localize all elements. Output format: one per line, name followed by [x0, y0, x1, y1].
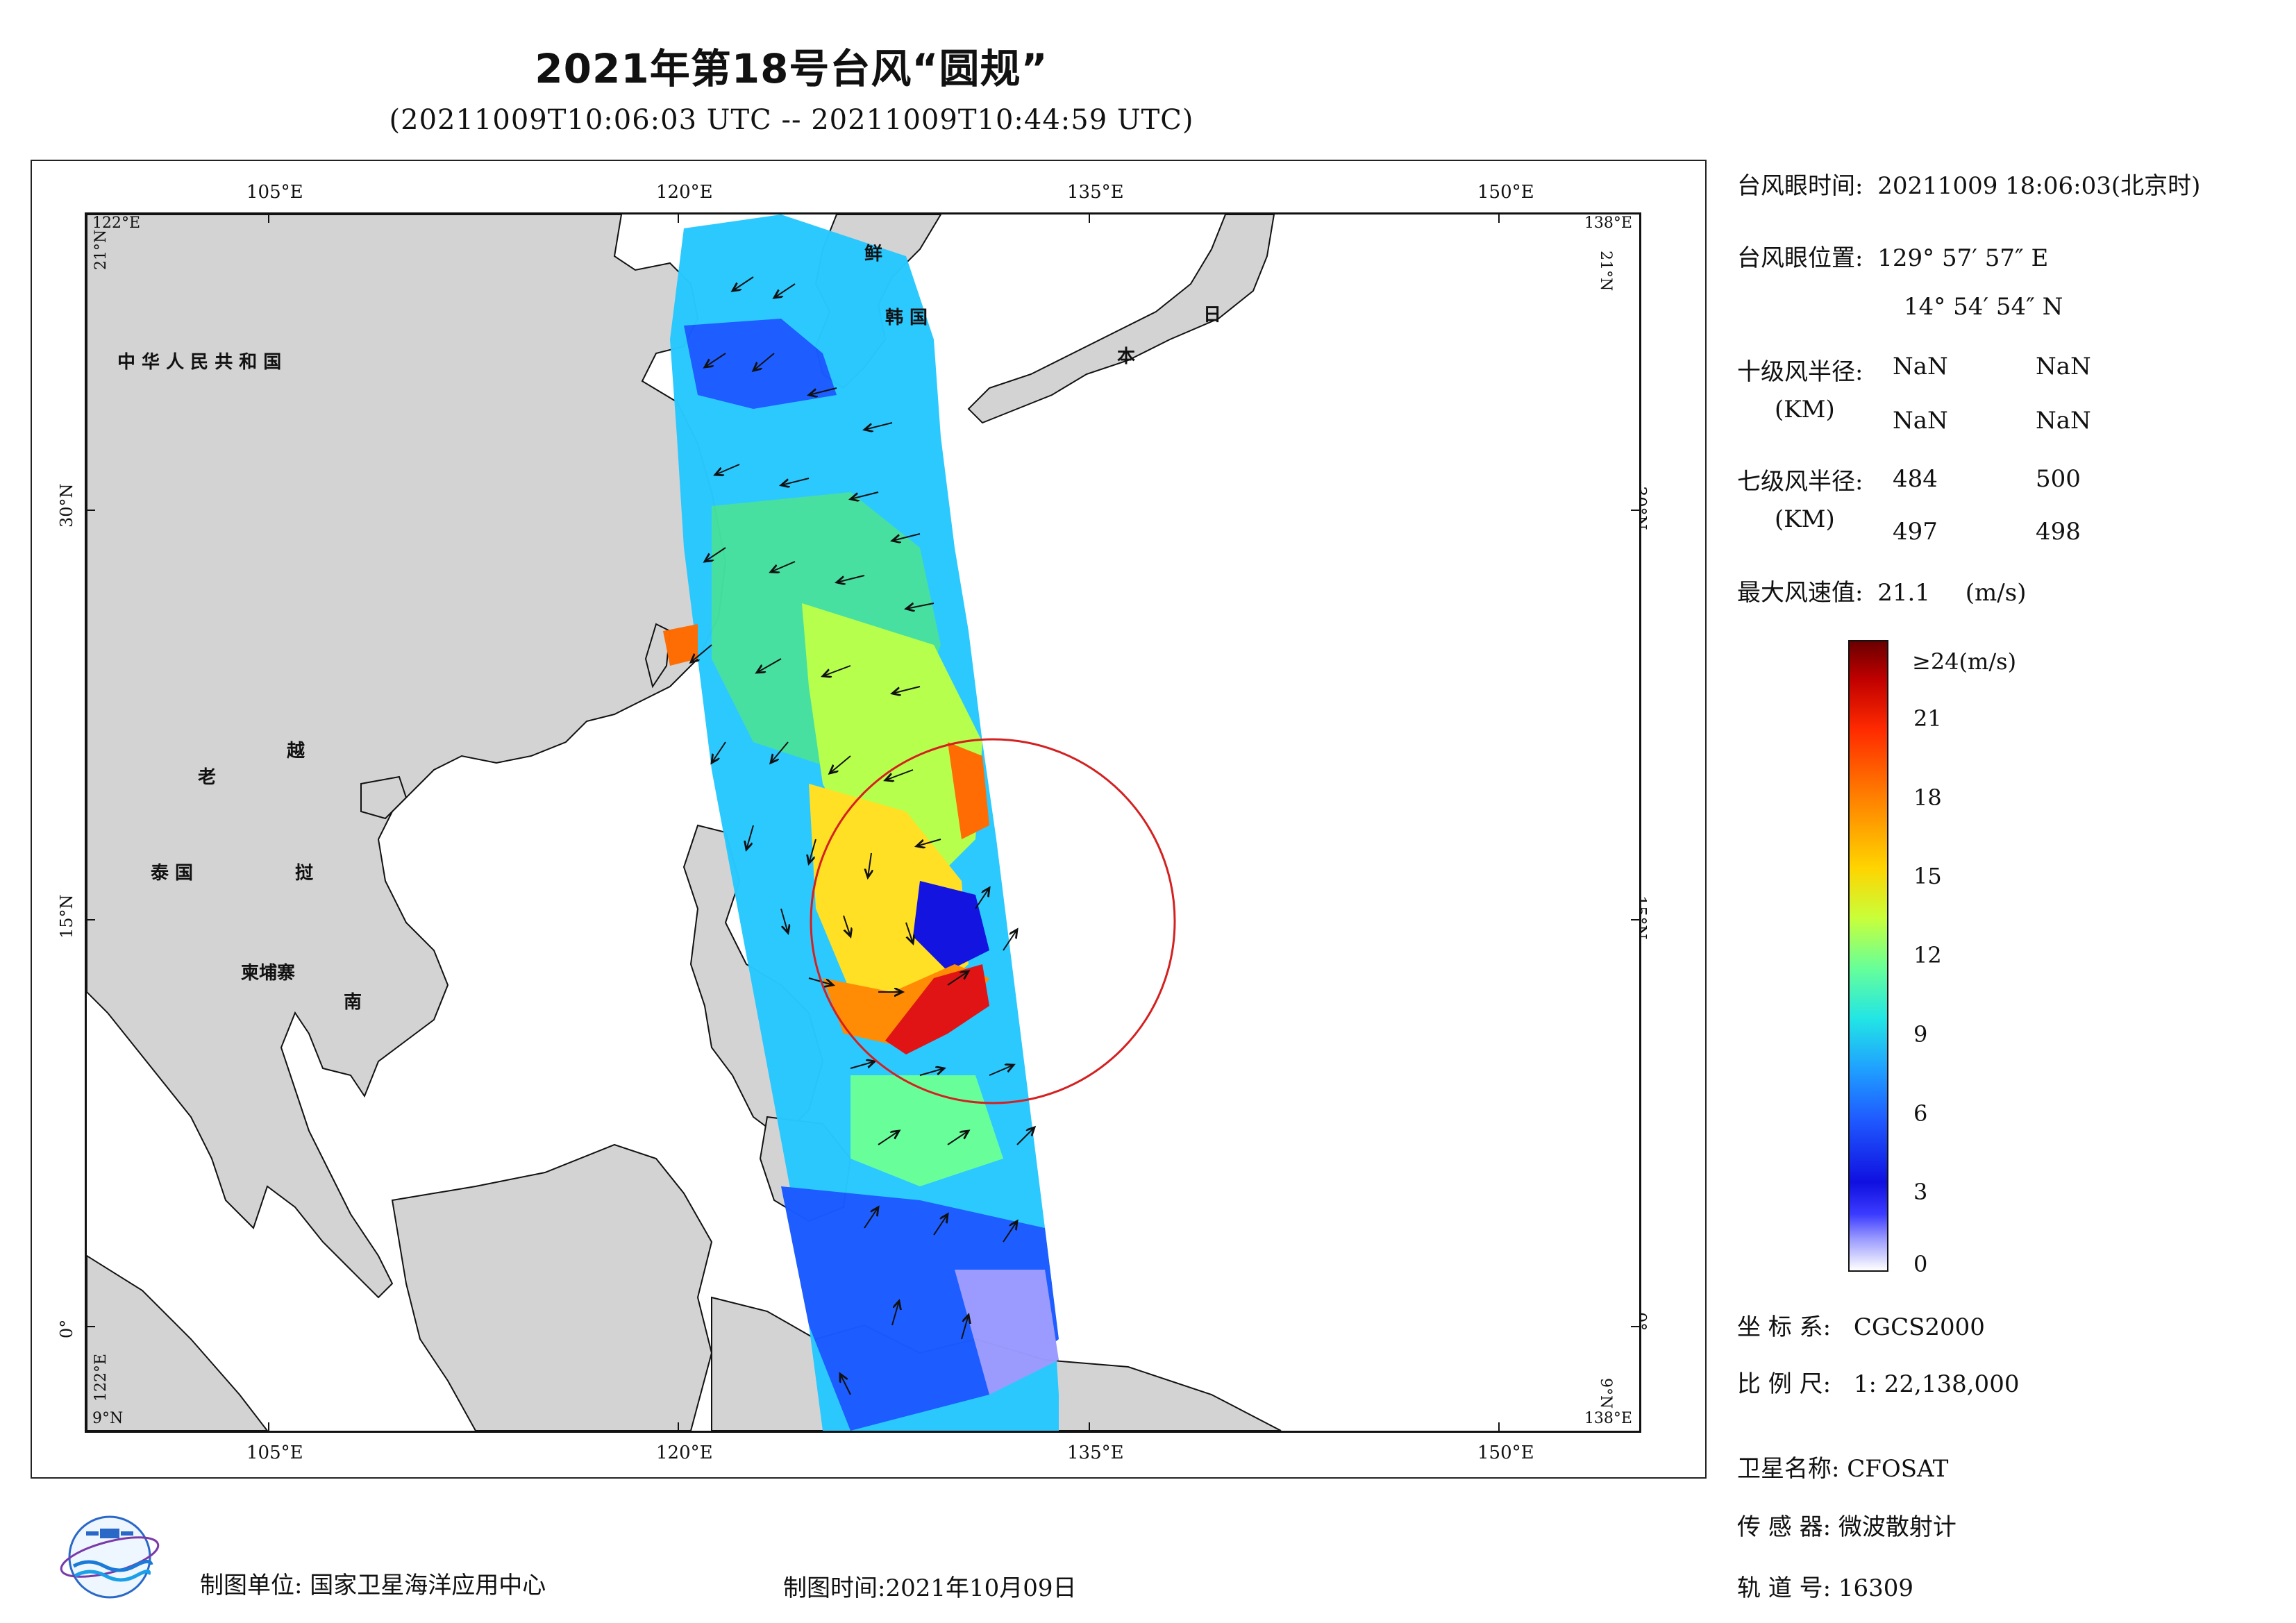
corner-bl-lon: 122°E: [92, 1353, 110, 1402]
r10-label: 十级风半径:: [1737, 358, 1863, 386]
colorbar-tick-0: 0: [1913, 1251, 1928, 1277]
scale: 比 例 尺: 1: 22,138,000: [1737, 1365, 2019, 1399]
max-wind-value: 21.1: [1877, 579, 1930, 607]
crs-value: CGCS2000: [1853, 1313, 1985, 1341]
label-laos: 老: [198, 767, 217, 788]
eye-pos-lon: 129° 57′ 57″ E: [1877, 244, 2049, 272]
max-wind: 最大风速值: 21.1 (m/s): [1737, 573, 2026, 607]
eye-time: 台风眼时间: 20211009 18:06:03(北京时): [1737, 167, 2200, 201]
wind-speed-colorbar: [1848, 640, 1888, 1272]
wind-radius-circle: [810, 738, 1176, 1104]
map-canvas: [87, 215, 1639, 1431]
crs: 坐 标 系: CGCS2000: [1737, 1308, 1985, 1342]
label-thailand: 泰 国: [151, 863, 194, 884]
sat-label: 卫星名称:: [1737, 1455, 1840, 1483]
r10-ne: NaN: [1893, 353, 1948, 380]
max-wind-label: 最大风速值:: [1737, 579, 1863, 607]
r10-unit: (KM): [1775, 396, 1835, 423]
max-wind-unit: (m/s): [1965, 579, 2027, 607]
label-korea-2: 韩 国: [885, 308, 928, 328]
corner-tr-lat: 21°N: [1597, 251, 1614, 292]
wind-vectors: [691, 276, 1034, 1395]
land-sumatra: [87, 1254, 269, 1431]
r7-label: 七级风半径:: [1737, 468, 1863, 496]
time-range: (20211009T10:06:03 UTC -- 20211009T10:44…: [389, 104, 1194, 136]
wind-field-map[interactable]: 122°E 21°N 138°E 21°N 9°N 122°E 138°E 9°…: [85, 212, 1641, 1433]
top-tick-105: 105°E: [246, 182, 303, 203]
r7-unit: (KM): [1775, 505, 1835, 533]
eye-time-label: 台风眼时间:: [1737, 172, 1863, 200]
orbit-value: 16309: [1838, 1574, 1914, 1602]
left-tick-15n: 15°N: [57, 894, 76, 939]
corner-tr-lon: 138°E: [1584, 215, 1632, 232]
eye-pos-lat: 14° 54′ 54″ N: [1904, 293, 2063, 321]
bottom-tick-120: 120°E: [656, 1443, 713, 1463]
bottom-tick-150: 150°E: [1477, 1443, 1534, 1463]
corner-tl-lon: 122°E: [92, 215, 141, 232]
corner-br-lat: 9°N: [1597, 1378, 1614, 1409]
r7-sw: 497: [1893, 518, 1938, 546]
map-date: 制图时间:2021年10月09日: [783, 1574, 1077, 1602]
land-hainan: [360, 775, 408, 820]
graticule-ticks: [87, 215, 1639, 1431]
label-laos-2: 挝: [295, 863, 314, 884]
label-vietnam-2: 南: [344, 992, 362, 1013]
corner-bl-lat: 9°N: [92, 1410, 124, 1427]
land-mainland-asia: [87, 215, 727, 1299]
label-china: 中 华 人 民 共 和 国: [117, 352, 282, 373]
eye-position: 台风眼位置: 129° 57′ 57″ E: [1737, 239, 2048, 273]
scale-label: 比 例 尺:: [1737, 1370, 1832, 1398]
r10-nw: NaN: [2036, 407, 2091, 435]
eye-pos-label: 台风眼位置:: [1737, 244, 1863, 272]
label-cambodia: 柬埔寨: [241, 963, 296, 984]
label-japan-1: 日: [1203, 305, 1222, 326]
r7-nw: 498: [2036, 518, 2081, 546]
crs-label: 坐 标 系:: [1737, 1313, 1832, 1341]
colorbar-top-label: ≥24(m/s): [1912, 648, 2017, 675]
r7-ne: 484: [1893, 465, 1938, 493]
colorbar-tick-3: 3: [1913, 1179, 1928, 1206]
left-tick-30n: 30°N: [57, 483, 76, 528]
top-tick-120: 120°E: [656, 182, 713, 203]
eye-time-value: 20211009 18:06:03(北京时): [1877, 172, 2201, 200]
colorbar-tick-9: 9: [1913, 1020, 1928, 1048]
scale-value: 1: 22,138,000: [1853, 1370, 2020, 1398]
top-tick-135: 135°E: [1067, 182, 1124, 203]
r7-se: 500: [2036, 465, 2081, 493]
land-borneo: [391, 1143, 713, 1431]
producer: 制图单位: 国家卫星海洋应用中心: [200, 1572, 546, 1599]
label-vietnam-1: 越: [287, 741, 305, 762]
label-korea-1: 鲜: [864, 244, 883, 264]
land-taiwan: [644, 623, 671, 689]
top-tick-150: 150°E: [1477, 182, 1534, 203]
r10-se: NaN: [2036, 353, 2091, 380]
map-frame: [31, 160, 1707, 1479]
orbit-label: 轨 道 号:: [1737, 1574, 1832, 1602]
bottom-tick-135: 135°E: [1067, 1443, 1124, 1463]
colorbar-tick-21: 21: [1913, 705, 1942, 732]
colorbar-tick-18: 18: [1913, 784, 1942, 811]
page-title: 2021年第18号台风“圆规”: [535, 45, 1048, 92]
sensor-value: 微波散射计: [1838, 1513, 1956, 1541]
label-japan-2: 本: [1117, 346, 1136, 367]
nsoas-logo-icon: [60, 1515, 160, 1599]
orbit: 轨 道 号: 16309: [1737, 1569, 1913, 1603]
colorbar-tick-12: 12: [1913, 942, 1942, 968]
sensor-label: 传 感 器:: [1737, 1513, 1832, 1541]
sensor: 传 感 器: 微波散射计: [1737, 1508, 1956, 1542]
satellite: 卫星名称: CFOSAT: [1737, 1449, 1948, 1483]
left-tick-0: 0°: [57, 1319, 76, 1338]
colorbar-tick-6: 6: [1913, 1100, 1928, 1127]
corner-tl-lat: 21°N: [92, 229, 110, 270]
land-japan: [967, 215, 1275, 424]
sat-value: CFOSAT: [1847, 1455, 1949, 1483]
colorbar-tick-15: 15: [1913, 863, 1942, 890]
r10-sw: NaN: [1893, 407, 1948, 435]
bottom-tick-105: 105°E: [246, 1443, 303, 1463]
corner-br-lon: 138°E: [1584, 1410, 1632, 1427]
